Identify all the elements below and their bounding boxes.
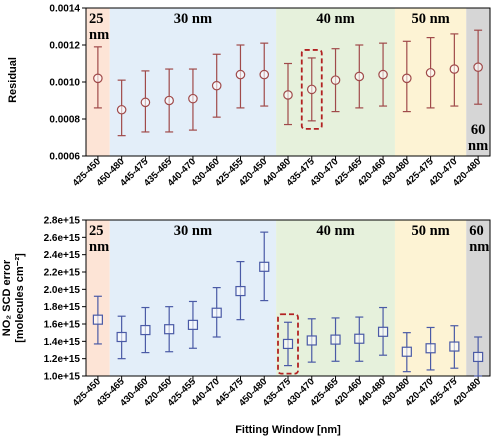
- y-axis-title-line: NO₂ SCD error: [1, 259, 13, 336]
- region-label: 50 nm: [411, 223, 449, 239]
- y-tick-label: 1.2e+15: [44, 354, 81, 365]
- data-point: [188, 93, 198, 104]
- region-label: 30 nm: [174, 223, 212, 239]
- region-label: 25: [89, 223, 104, 239]
- data-point: [187, 319, 199, 330]
- y-axis-title: NO₂ SCD error[molecules cm⁻²]: [1, 253, 26, 343]
- data-point: [211, 307, 222, 318]
- y-tick-label: 1.8e+15: [44, 302, 81, 313]
- data-point: [164, 95, 174, 106]
- region-band: [109, 220, 277, 376]
- y-tick-label: 1.4e+15: [44, 337, 81, 348]
- data-point: [140, 324, 151, 336]
- data-point: [449, 64, 460, 74]
- region-label: nm: [468, 138, 488, 154]
- region-label: 25: [89, 11, 104, 27]
- data-point: [425, 343, 436, 354]
- data-point: [283, 90, 293, 100]
- region-label: 40 nm: [316, 11, 354, 27]
- y-tick-label: 0.0010: [49, 78, 80, 89]
- region-label: 60: [471, 122, 486, 138]
- data-point: [473, 351, 484, 363]
- region-band: [466, 220, 490, 376]
- data-point: [116, 104, 127, 115]
- data-point: [92, 314, 103, 325]
- data-point: [235, 69, 246, 80]
- data-point: [211, 80, 222, 91]
- y-tick-label: 2.8e+15: [44, 216, 81, 227]
- region-label: nm: [89, 27, 109, 43]
- data-point: [93, 73, 103, 84]
- region-label: nm: [89, 239, 109, 255]
- data-point: [377, 326, 389, 337]
- y-tick-label: 1.6e+15: [44, 320, 81, 331]
- y-tick-label: 0.0008: [49, 115, 80, 126]
- y-tick-label: 2.6e+15: [44, 233, 81, 244]
- data-point: [164, 324, 175, 335]
- y-tick-label: 0.0006: [49, 152, 80, 163]
- data-point: [449, 341, 460, 352]
- y-tick-label: 2.2e+15: [44, 268, 81, 279]
- data-point: [330, 75, 341, 85]
- data-point: [306, 84, 317, 95]
- region-label: 60: [469, 223, 484, 239]
- data-point: [282, 338, 294, 350]
- data-point: [425, 67, 436, 78]
- data-point: [306, 335, 317, 346]
- y-tick-label: 0.0014: [49, 4, 80, 15]
- data-point: [140, 97, 151, 108]
- y-tick-label: 0.0012: [49, 41, 80, 52]
- y-tick-label: 2.4e+15: [44, 250, 81, 261]
- data-point: [259, 69, 270, 80]
- y-tick-label: 2.0e+15: [44, 285, 81, 296]
- data-point: [330, 334, 341, 345]
- data-point: [354, 333, 365, 344]
- data-point: [402, 73, 412, 84]
- region-label: 50 nm: [411, 11, 449, 27]
- region-label: 30 nm: [174, 11, 212, 27]
- data-point: [473, 62, 483, 72]
- data-point: [354, 71, 365, 82]
- y-axis-title: Residual: [7, 57, 19, 103]
- y-axis-title-line: Residual: [7, 57, 19, 103]
- data-point: [378, 69, 388, 80]
- y-axis-title-line: [molecules cm⁻²]: [14, 253, 26, 343]
- data-point: [259, 261, 270, 272]
- y-tick-label: 1.0e+15: [44, 372, 81, 383]
- data-point: [116, 331, 127, 343]
- highlight-box: [277, 313, 299, 375]
- region-label: 40 nm: [316, 223, 354, 239]
- data-point: [401, 346, 412, 357]
- x-axis-title: Fitting Window [nm]: [235, 424, 341, 436]
- region-label: nm: [469, 239, 489, 255]
- data-point: [235, 285, 246, 297]
